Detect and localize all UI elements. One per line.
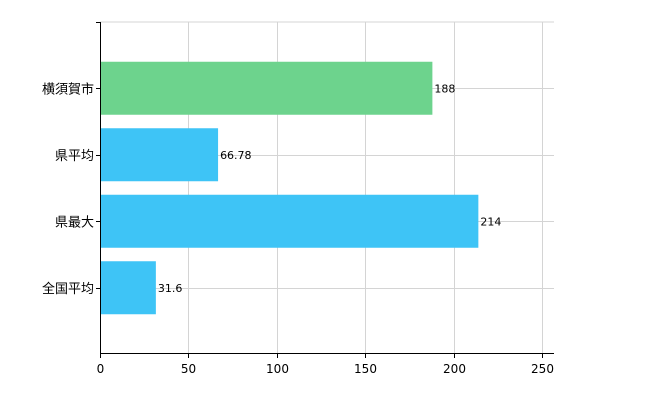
bar-3 [101, 194, 479, 248]
x-tick-label: 200 [443, 362, 466, 376]
category-label: 横須賀市 [42, 81, 94, 97]
x-tick-label: 250 [531, 362, 554, 376]
category-label: 県平均 [55, 149, 94, 164]
x-tick-label: 100 [266, 362, 289, 376]
bars [101, 61, 479, 315]
bar-4 [101, 261, 156, 315]
bar-1 [101, 61, 433, 115]
data-label: 66.78 [220, 149, 252, 162]
x-tick-label: 150 [354, 362, 377, 376]
axes: 0 50 100 150 200 250 [96, 22, 554, 376]
labels: 188 横須賀市 66.78 県平均 214 県最大 31.6 全国平均 [42, 81, 501, 297]
x-tick-label: 50 [181, 362, 196, 376]
category-label: 県最大 [55, 215, 94, 230]
data-label: 214 [480, 215, 501, 228]
x-tick-label: 0 [97, 362, 105, 376]
category-label: 全国平均 [42, 281, 94, 297]
data-label: 188 [434, 82, 455, 95]
data-label: 31.6 [158, 282, 183, 295]
bar-2 [101, 128, 219, 182]
